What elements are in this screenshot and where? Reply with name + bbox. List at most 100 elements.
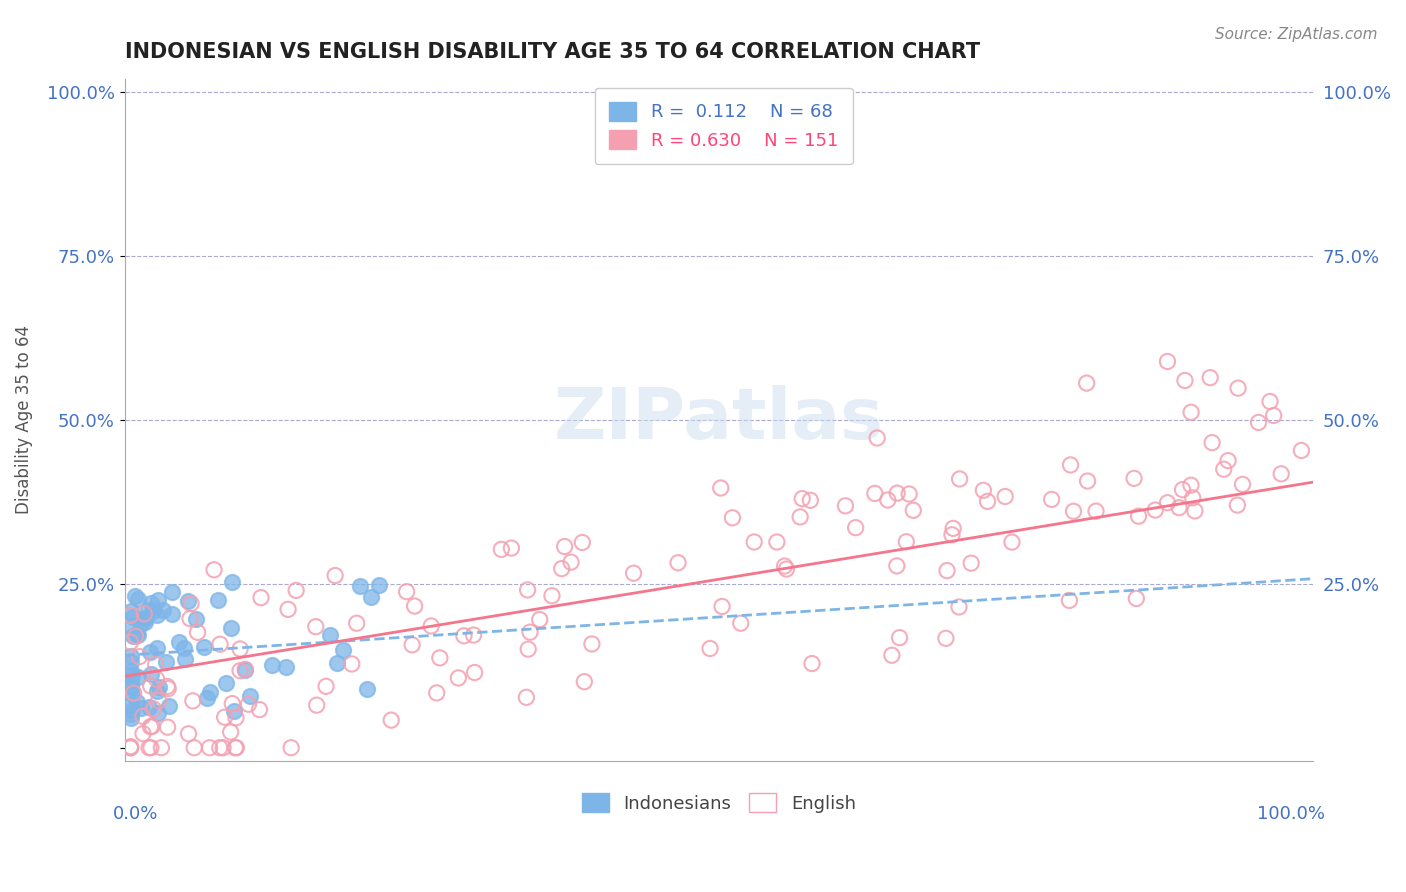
Indonesians — [146, 608, 169, 623]
English — [834, 499, 856, 513]
English — [128, 649, 150, 664]
Indonesians — [136, 603, 159, 617]
Indonesians — [356, 681, 378, 696]
English — [1085, 504, 1108, 518]
Indonesians — [120, 681, 142, 696]
English — [773, 559, 796, 574]
Indonesians — [121, 610, 143, 624]
English — [233, 662, 256, 676]
Indonesians — [152, 603, 174, 617]
English — [1059, 593, 1081, 607]
English — [250, 591, 273, 605]
English — [1001, 535, 1024, 549]
English — [145, 672, 167, 686]
English — [134, 607, 156, 621]
Y-axis label: Disability Age 35 to 64: Disability Age 35 to 64 — [15, 326, 32, 514]
English — [1212, 462, 1234, 476]
English — [789, 510, 811, 524]
English — [229, 664, 252, 678]
Indonesians — [200, 685, 222, 699]
English — [180, 597, 202, 611]
English — [742, 535, 765, 549]
English — [139, 720, 162, 734]
Indonesians — [139, 596, 162, 610]
English — [799, 493, 821, 508]
English — [960, 556, 983, 570]
Indonesians — [157, 699, 180, 714]
English — [710, 481, 733, 495]
Indonesians — [127, 670, 149, 684]
Indonesians — [120, 711, 142, 725]
English — [132, 709, 155, 723]
English — [1263, 409, 1285, 423]
English — [1291, 443, 1313, 458]
English — [560, 555, 582, 569]
English — [898, 487, 921, 501]
Indonesians — [120, 618, 142, 632]
English — [1270, 467, 1292, 481]
English — [187, 625, 209, 640]
Indonesians — [139, 667, 162, 681]
Indonesians — [319, 628, 342, 642]
English — [775, 562, 797, 576]
English — [404, 599, 426, 613]
Indonesians — [207, 593, 229, 607]
English — [346, 616, 368, 631]
English — [1063, 504, 1085, 518]
English — [541, 589, 564, 603]
English — [229, 642, 252, 657]
English — [1216, 453, 1239, 467]
Indonesians — [332, 643, 354, 657]
Indonesians — [349, 579, 371, 593]
Indonesians — [127, 591, 149, 606]
English — [886, 558, 908, 573]
English — [212, 740, 235, 755]
English — [323, 568, 346, 582]
English — [949, 472, 972, 486]
English — [238, 698, 260, 712]
English — [501, 541, 523, 555]
English — [730, 616, 752, 631]
Indonesians — [120, 665, 142, 679]
English — [792, 491, 814, 506]
Indonesians — [120, 655, 142, 669]
English — [574, 674, 596, 689]
Indonesians — [367, 578, 389, 592]
English — [581, 637, 603, 651]
English — [249, 702, 271, 716]
English — [903, 503, 925, 517]
Text: INDONESIAN VS ENGLISH DISABILITY AGE 35 TO 64 CORRELATION CHART: INDONESIAN VS ENGLISH DISABILITY AGE 35 … — [125, 42, 980, 62]
English — [876, 493, 898, 508]
English — [1201, 435, 1223, 450]
Indonesians — [193, 640, 215, 654]
Indonesians — [120, 697, 142, 711]
English — [395, 584, 418, 599]
English — [1226, 498, 1249, 512]
English — [1128, 509, 1150, 524]
English — [198, 740, 221, 755]
Indonesians — [360, 590, 382, 604]
Indonesians — [155, 655, 177, 669]
English — [464, 665, 486, 680]
English — [1247, 416, 1270, 430]
Indonesians — [121, 703, 143, 717]
Indonesians — [260, 658, 283, 673]
English — [209, 637, 232, 651]
English — [142, 702, 165, 716]
English — [138, 740, 160, 755]
English — [141, 719, 163, 733]
English — [1184, 504, 1206, 518]
English — [277, 602, 299, 616]
English — [1227, 381, 1250, 395]
English — [139, 679, 162, 693]
English — [224, 740, 246, 755]
English — [942, 521, 965, 535]
English — [156, 680, 179, 694]
Text: ZIPatlas: ZIPatlas — [554, 385, 884, 454]
Indonesians — [121, 668, 143, 682]
English — [315, 679, 337, 693]
English — [889, 631, 911, 645]
English — [1077, 474, 1099, 488]
Indonesians — [120, 707, 142, 722]
English — [225, 740, 247, 755]
